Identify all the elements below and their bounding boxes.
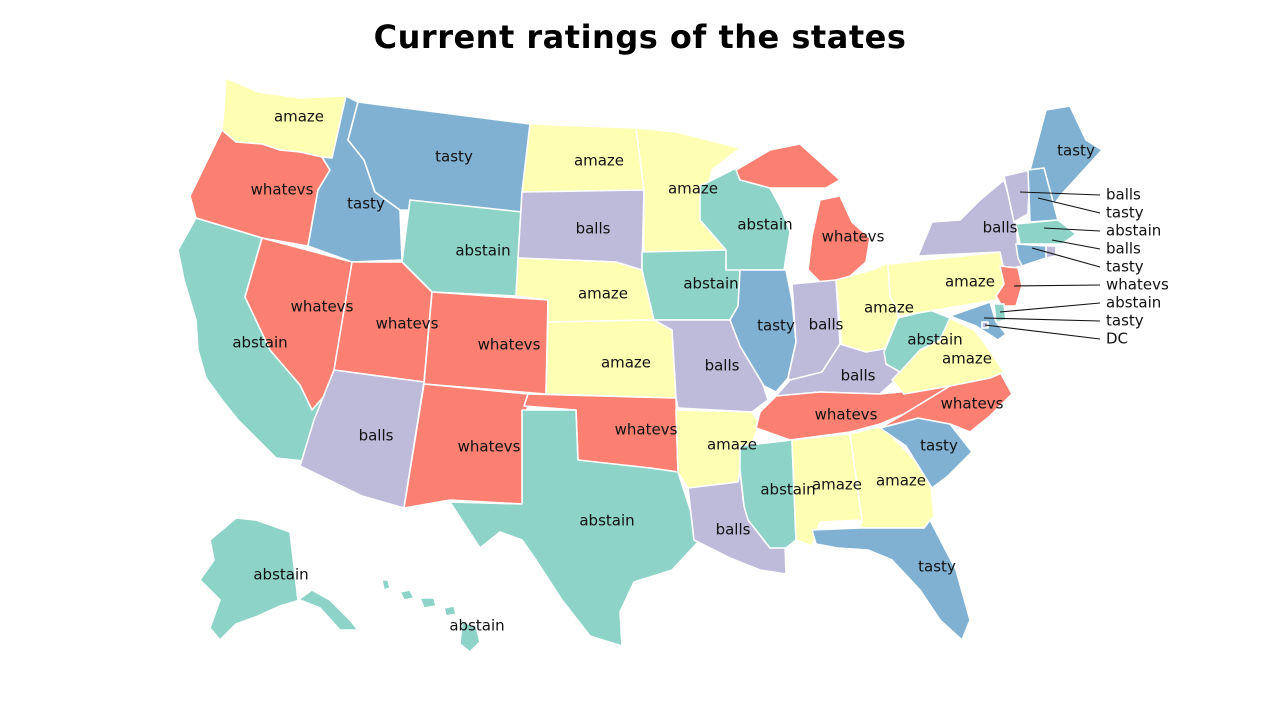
- callout-label-vt: balls: [1106, 186, 1141, 204]
- callout-leader-nj: [1013, 284, 1101, 287]
- state-il: [729, 269, 797, 393]
- state-ct: [1015, 243, 1047, 267]
- state-label-or: whatevs: [251, 181, 314, 199]
- callout-leader-md: [983, 317, 1101, 322]
- state-label-la: balls: [716, 521, 751, 539]
- state-fl: [811, 519, 971, 641]
- state-label-nd: amaze: [574, 152, 624, 170]
- state-de: [993, 303, 1007, 323]
- state-ma: [1015, 219, 1077, 245]
- state-label-ak: abstain: [253, 566, 308, 584]
- state-label-sd: balls: [576, 220, 611, 238]
- state-label-nm: whatevs: [458, 438, 521, 456]
- states-layer: [177, 77, 1103, 653]
- callout-label-nh: tasty: [1106, 204, 1144, 222]
- state-label-ne: amaze: [578, 285, 628, 303]
- state-label-mt: tasty: [435, 148, 473, 166]
- state-label-va: amaze: [942, 350, 992, 368]
- state-label-sc: tasty: [920, 437, 958, 455]
- state-label-wi: abstain: [737, 216, 792, 234]
- state-wy: [401, 199, 523, 297]
- state-label-ga: amaze: [876, 472, 926, 490]
- state-label-tn: whatevs: [815, 406, 878, 424]
- callout-label-ma: abstain: [1106, 222, 1161, 240]
- state-label-ks: amaze: [601, 354, 651, 372]
- state-labels: amazewhatevsabstaintastywhatevstastyabst…: [232, 108, 1169, 635]
- state-label-il: tasty: [757, 317, 795, 335]
- callout-label-nj: whatevs: [1106, 276, 1169, 294]
- state-label-hi: abstain: [449, 617, 504, 635]
- callout-label-dc: DC: [1106, 330, 1128, 348]
- callout-leader-de: [999, 302, 1101, 313]
- state-label-in: balls: [809, 316, 844, 334]
- state-label-wa: amaze: [274, 108, 324, 126]
- state-hi: [381, 579, 481, 653]
- state-vt: [1003, 169, 1031, 223]
- state-label-nc: whatevs: [941, 395, 1004, 413]
- callout-label-de: abstain: [1106, 294, 1161, 312]
- callout-leaders: [983, 191, 1101, 340]
- state-label-id: tasty: [347, 195, 385, 213]
- callout-leader-ri: [1051, 239, 1101, 250]
- state-label-ok: whatevs: [615, 421, 678, 439]
- state-label-co: whatevs: [478, 336, 541, 354]
- state-label-pa: amaze: [945, 273, 995, 291]
- callout-label-md: tasty: [1106, 312, 1144, 330]
- state-nm: [403, 383, 529, 509]
- state-label-mn: amaze: [668, 180, 718, 198]
- state-label-tx: abstain: [579, 512, 634, 530]
- state-md: [949, 301, 1007, 341]
- state-tx: [449, 409, 701, 647]
- callout-leader-vt: [1019, 191, 1101, 196]
- state-label-az: balls: [359, 427, 394, 445]
- callout-leader-ct: [1031, 247, 1101, 268]
- state-label-mo: balls: [705, 357, 740, 375]
- callout-leader-nh: [1037, 197, 1101, 214]
- state-label-nv: whatevs: [291, 298, 354, 316]
- state-label-ky: balls: [841, 367, 876, 385]
- state-label-mi: whatevs: [822, 228, 885, 246]
- state-label-wy: abstain: [455, 242, 510, 260]
- state-label-al: amaze: [812, 476, 862, 494]
- state-label-oh: amaze: [864, 299, 914, 317]
- state-label-ar: amaze: [707, 436, 757, 454]
- callout-leader-ma: [1043, 227, 1101, 232]
- state-label-me: tasty: [1057, 142, 1095, 160]
- state-label-ut: whatevs: [376, 315, 439, 333]
- state-label-ny: balls: [983, 219, 1018, 237]
- callout-leader-dc: [984, 324, 1101, 340]
- state-label-fl: tasty: [918, 558, 956, 576]
- state-label-ca: abstain: [232, 334, 287, 352]
- callout-label-ct: tasty: [1106, 258, 1144, 276]
- state-ak: [199, 517, 359, 641]
- state-label-ia: abstain: [683, 275, 738, 293]
- callout-label-ri: balls: [1106, 240, 1141, 258]
- map-title: Current ratings of the states: [373, 18, 907, 56]
- state-label-ms: abstain: [760, 481, 815, 499]
- state-nj: [995, 265, 1023, 307]
- state-label-wv: abstain: [907, 331, 962, 349]
